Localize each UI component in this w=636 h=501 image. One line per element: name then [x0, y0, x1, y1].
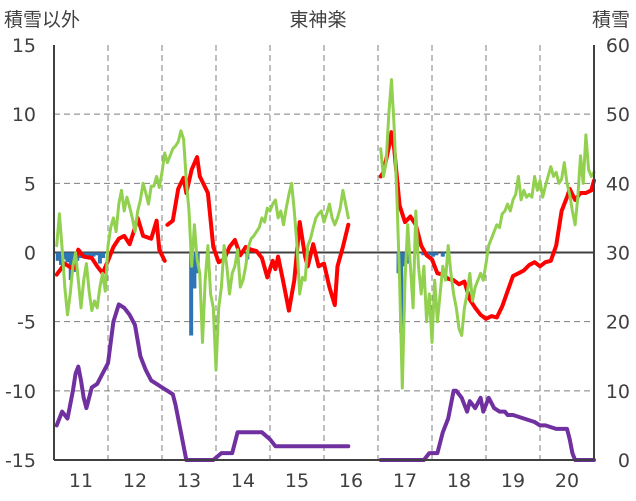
snow-bar	[402, 252, 407, 267]
snow-bar	[189, 252, 194, 336]
left-tick-label: -15	[5, 450, 36, 472]
right-tick-label: 40	[606, 173, 630, 195]
snow-bar	[91, 252, 96, 257]
left-tick-label: 15	[12, 35, 36, 57]
red-series-line	[54, 215, 167, 277]
snow-bar	[65, 252, 70, 263]
chart-title: 東神楽	[289, 9, 346, 31]
snow-bar	[97, 252, 102, 264]
snow-bar	[94, 252, 99, 256]
green-series-line	[379, 78, 596, 390]
snow-bar	[62, 252, 67, 260]
gridlines	[54, 45, 594, 460]
snow-bar	[421, 252, 426, 256]
right-tick-label: 50	[606, 104, 630, 126]
right-tick-label: 10	[606, 381, 630, 403]
x-tick-label: 18	[447, 470, 471, 492]
snow-bar	[192, 252, 197, 289]
snow-bar	[405, 252, 410, 264]
red-series-line	[165, 155, 351, 313]
right-tick-label: 60	[606, 35, 630, 57]
snow-bar	[440, 252, 445, 257]
purple-series-line	[54, 302, 351, 462]
snow-bar	[101, 252, 106, 259]
snow-bar	[427, 252, 432, 256]
left-tick-label: 0	[24, 243, 36, 265]
snow-bar	[84, 252, 89, 256]
left-tick-label: -5	[17, 312, 36, 334]
x-tick-label: 20	[555, 470, 579, 492]
right-tick-label: 30	[606, 243, 630, 265]
x-tick-label: 12	[123, 470, 147, 492]
x-tick-label: 17	[393, 470, 417, 492]
x-tick-label: 14	[231, 470, 255, 492]
right-tick-label: 20	[606, 312, 630, 334]
green-series-line	[55, 129, 350, 372]
x-tick-label: 11	[69, 470, 93, 492]
left-tick-label: 10	[12, 104, 36, 126]
left-tick-label: 5	[24, 173, 36, 195]
line-series	[54, 78, 596, 462]
snow-bar	[434, 252, 439, 256]
snow-bar	[59, 252, 64, 265]
x-tick-label: 16	[339, 470, 363, 492]
x-tick-label: 13	[177, 470, 201, 492]
left-tick-label: -10	[5, 381, 36, 403]
right-tick-label: 0	[618, 450, 630, 472]
x-tick-label: 19	[501, 470, 525, 492]
x-tick-label: 15	[285, 470, 309, 492]
snow-bar	[55, 252, 60, 261]
left-axis-label: 積雪以外	[4, 9, 80, 31]
axes	[53, 45, 595, 461]
purple-series-line	[378, 388, 596, 462]
red-series-line	[378, 130, 596, 321]
snow-bar	[431, 252, 436, 257]
right-axis-label: 積雪	[592, 9, 630, 31]
